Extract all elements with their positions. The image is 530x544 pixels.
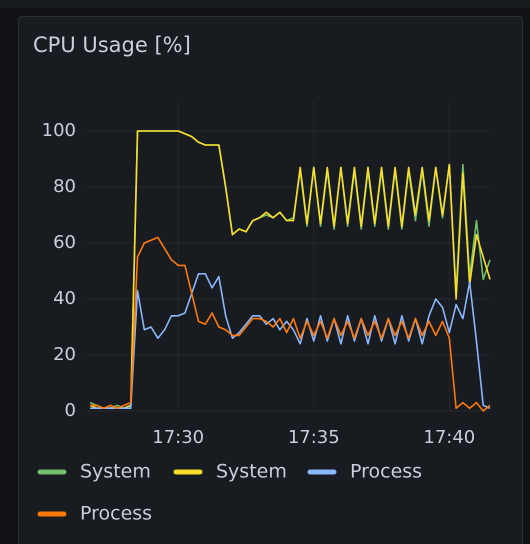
legend-label[interactable]: System [216, 461, 287, 483]
series-line [89, 130, 491, 409]
panel-title: CPU Usage [%] [33, 33, 191, 57]
y-tick-label: 80 [53, 176, 76, 197]
y-tick-label: 60 [53, 232, 76, 253]
panel [18, 16, 523, 544]
x-tick-label: 17:30 [152, 427, 204, 448]
legend-label[interactable]: System [80, 461, 151, 483]
legend-label[interactable]: Process [80, 503, 152, 525]
y-tick-label: 100 [42, 120, 76, 141]
panel-above [0, 0, 530, 8]
x-tick-label: 17:35 [288, 427, 340, 448]
y-tick-label: 20 [53, 344, 76, 365]
y-tick-label: 0 [65, 400, 76, 421]
legend-label[interactable]: Process [350, 461, 422, 483]
series-line [90, 236, 491, 412]
y-tick-label: 40 [53, 288, 76, 309]
x-tick-label: 17:40 [423, 427, 475, 448]
